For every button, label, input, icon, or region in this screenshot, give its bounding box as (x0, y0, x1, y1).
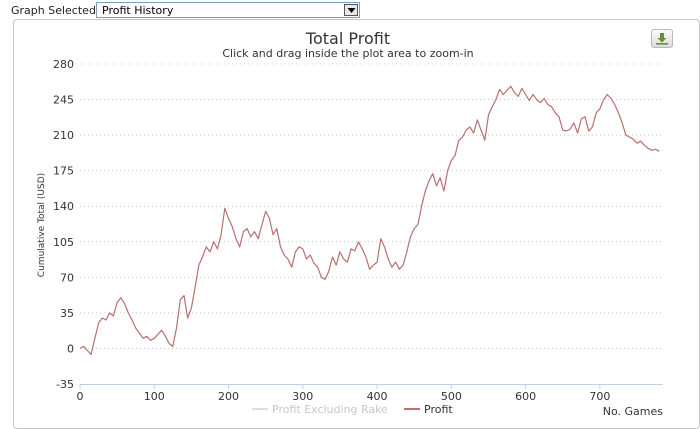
y-tick-label: 280 (53, 58, 74, 71)
legend-item-label[interactable]: Profit Excluding Rake (272, 403, 388, 416)
graph-select-value: Profit History (102, 4, 174, 17)
y-tick-label: 70 (60, 271, 74, 284)
y-tick-label: 105 (53, 236, 74, 249)
x-tick-label: 200 (218, 390, 239, 403)
x-tick-label: 0 (77, 390, 84, 403)
graph-selected-label: Graph Selected: (11, 4, 100, 17)
series-line-profit (79, 85, 660, 356)
x-tick-label: 500 (441, 390, 462, 403)
chevron-down-icon[interactable] (344, 4, 358, 16)
y-tick-label: 210 (53, 129, 74, 142)
x-tick-label: 700 (589, 390, 610, 403)
y-axis-label: Cumulative Total (USD) (37, 173, 47, 277)
y-tick-label: 245 (53, 94, 74, 107)
x-axis-label: No. Games (603, 405, 664, 418)
chart-title: Total Profit (305, 29, 390, 48)
download-icon[interactable] (651, 29, 673, 48)
y-tick-label: -35 (56, 378, 74, 391)
x-tick-label: 300 (292, 390, 313, 403)
graph-toolbar: Graph Selected: Profit History (0, 0, 700, 22)
chart-panel (13, 19, 700, 429)
y-tick-label: 140 (53, 200, 74, 213)
y-tick-label: 35 (60, 307, 74, 320)
x-tick-label: 600 (515, 390, 536, 403)
x-tick-label: 100 (144, 390, 165, 403)
y-tick-label: 0 (67, 342, 74, 355)
graph-select-dropdown[interactable]: Profit History (96, 2, 360, 18)
y-tick-label: 175 (53, 165, 74, 178)
legend-item-label[interactable]: Profit (424, 403, 453, 416)
x-tick-label: 400 (367, 390, 388, 403)
chart-subtitle: Click and drag inside the plot area to z… (222, 47, 473, 60)
